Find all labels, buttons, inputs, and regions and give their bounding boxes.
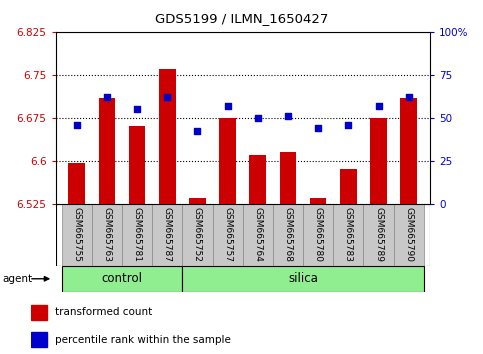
Text: GSM665789: GSM665789 — [374, 207, 383, 262]
Point — [194, 129, 201, 134]
Text: control: control — [101, 272, 142, 285]
Text: GSM665763: GSM665763 — [102, 207, 112, 262]
Bar — [400, 98, 417, 204]
Bar — [31, 332, 47, 347]
Text: GSM665781: GSM665781 — [132, 207, 142, 262]
Bar — [129, 126, 145, 204]
Bar — [183, 266, 424, 292]
Point — [73, 122, 81, 127]
Bar — [303, 204, 333, 266]
Bar — [219, 118, 236, 204]
Bar — [364, 204, 394, 266]
Point — [284, 113, 292, 119]
Bar — [280, 152, 296, 204]
Point — [344, 122, 352, 127]
Text: GSM665768: GSM665768 — [284, 207, 293, 262]
Point — [163, 94, 171, 100]
Bar — [31, 304, 47, 320]
Text: GSM665787: GSM665787 — [163, 207, 172, 262]
Point — [314, 125, 322, 131]
Bar — [152, 204, 183, 266]
Text: GSM665783: GSM665783 — [344, 207, 353, 262]
Bar — [62, 204, 92, 266]
Bar — [159, 69, 175, 204]
Point — [103, 94, 111, 100]
Bar — [69, 164, 85, 204]
Bar — [340, 169, 356, 204]
Text: GSM665764: GSM665764 — [253, 207, 262, 262]
Text: agent: agent — [2, 274, 32, 284]
Text: GSM665757: GSM665757 — [223, 207, 232, 262]
Bar — [310, 198, 327, 204]
Text: GDS5199 / ILMN_1650427: GDS5199 / ILMN_1650427 — [155, 12, 328, 25]
Point — [133, 106, 141, 112]
Point — [224, 103, 231, 109]
Bar — [122, 204, 152, 266]
Bar — [62, 266, 183, 292]
Bar — [273, 204, 303, 266]
Text: GSM665752: GSM665752 — [193, 207, 202, 262]
Bar — [189, 198, 206, 204]
Bar — [183, 204, 213, 266]
Bar — [394, 204, 424, 266]
Bar — [99, 98, 115, 204]
Text: silica: silica — [288, 272, 318, 285]
Bar — [333, 204, 364, 266]
Bar — [213, 204, 243, 266]
Bar — [250, 155, 266, 204]
Text: transformed count: transformed count — [55, 307, 153, 318]
Point — [375, 103, 383, 109]
Point — [254, 115, 262, 120]
Text: GSM665755: GSM665755 — [72, 207, 81, 262]
Bar — [92, 204, 122, 266]
Point — [405, 94, 412, 100]
Text: GSM665790: GSM665790 — [404, 207, 413, 262]
Bar — [370, 118, 387, 204]
Bar — [243, 204, 273, 266]
Text: GSM665780: GSM665780 — [313, 207, 323, 262]
Text: percentile rank within the sample: percentile rank within the sample — [55, 335, 231, 344]
